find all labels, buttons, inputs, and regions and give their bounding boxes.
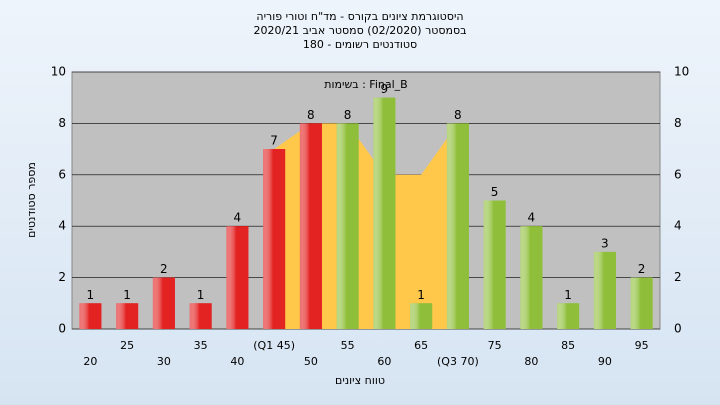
y2-tick-label: 10: [674, 65, 689, 79]
x-tick-label: 35: [194, 339, 208, 352]
value-label: 4: [528, 211, 536, 225]
y2-tick-label: 8: [674, 116, 682, 130]
value-label: 7: [270, 134, 278, 148]
y-tick-label: 4: [58, 219, 66, 233]
x-tick-label: 50: [304, 355, 318, 368]
y2-tick-label: 6: [674, 167, 682, 181]
y2-tick-label: 2: [674, 270, 682, 284]
bar-shine: [483, 200, 506, 329]
value-label: 1: [87, 288, 95, 302]
bar-shine: [630, 277, 653, 329]
x-tick-label: 60: [377, 355, 391, 368]
x-tick-label: 85: [561, 339, 575, 352]
title-line: בסמסטר (02/2020) סמסטר אביב 2020/21: [253, 24, 466, 37]
bar-shine: [152, 277, 175, 329]
x-tick-label: 95: [635, 339, 649, 352]
bar-shine: [373, 97, 396, 329]
bar-shine: [410, 303, 433, 329]
value-label: 2: [160, 262, 168, 276]
bar-shine: [446, 123, 469, 330]
bar-shine: [336, 123, 359, 330]
value-label: 1: [417, 288, 425, 302]
y-tick-label: 8: [58, 116, 66, 130]
x-tick-label: (Q1 45): [253, 339, 295, 352]
title-line: היסטוגרמת ציונים בקורס - מד"ח וטורי פורי…: [256, 10, 463, 23]
y-tick-label: 10: [51, 65, 66, 79]
value-label: 8: [307, 108, 315, 122]
x-tick-label: 90: [598, 355, 612, 368]
y-tick-label: 0: [58, 322, 66, 336]
bar-shine: [263, 149, 286, 329]
x-tick-label: 65: [414, 339, 428, 352]
value-label: 2: [638, 262, 646, 276]
x-tick-label: (Q3 70): [437, 355, 479, 368]
x-tick-label: 20: [83, 355, 97, 368]
x-tick-label: 55: [341, 339, 355, 352]
x-tick-label: 80: [524, 355, 538, 368]
value-label: 1: [123, 288, 131, 302]
value-label: 8: [344, 108, 352, 122]
bar-shine: [189, 303, 212, 329]
bar-shine: [557, 303, 580, 329]
annotation: בשימות : Final_B: [324, 78, 407, 91]
value-label: 5: [491, 185, 499, 199]
value-label: 3: [601, 236, 609, 250]
y-tick-label: 2: [58, 270, 66, 284]
x-tick-label: 40: [230, 355, 244, 368]
value-label: 4: [234, 211, 242, 225]
x-tick-label: 25: [120, 339, 134, 352]
bar-shine: [593, 251, 616, 329]
value-label: 1: [564, 288, 572, 302]
value-label: 9: [381, 82, 389, 96]
value-label: 8: [454, 108, 462, 122]
bar-shine: [520, 226, 543, 329]
bar-shine: [79, 303, 102, 329]
bar-shine: [116, 303, 139, 329]
bar-shine: [226, 226, 249, 329]
y2-tick-label: 0: [674, 322, 682, 336]
x-axis-label: טווח ציונים: [335, 374, 385, 387]
title-line: סטודנטים רשומים - 180: [303, 38, 417, 51]
y-axis-label: מספר סטודנטים: [25, 162, 38, 238]
y-tick-label: 6: [58, 167, 66, 181]
x-tick-label: 30: [157, 355, 171, 368]
y2-tick-label: 4: [674, 219, 682, 233]
bar-shine: [299, 123, 322, 330]
value-label: 1: [197, 288, 205, 302]
x-tick-label: 75: [488, 339, 502, 352]
